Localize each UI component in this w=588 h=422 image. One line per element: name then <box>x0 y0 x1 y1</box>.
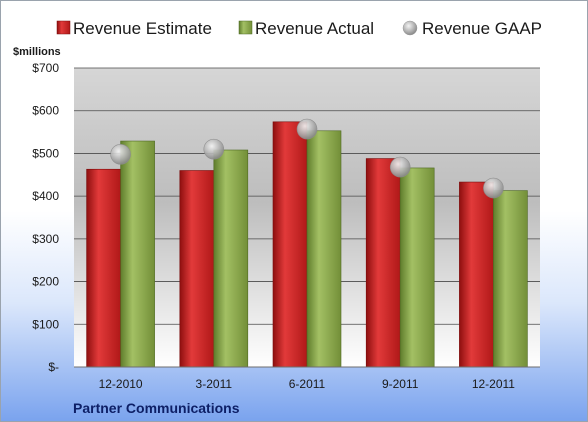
y-tick-label: $- <box>48 360 59 374</box>
gaap-markers <box>110 118 504 199</box>
company-name: Partner Communications <box>73 400 240 416</box>
y-tick-label: $600 <box>32 104 59 118</box>
bar-estimate <box>365 158 401 368</box>
y-unit-label: $millions <box>13 46 61 58</box>
gaap-marker <box>483 177 504 199</box>
legend-label-estimate: Revenue Estimate <box>73 19 212 38</box>
legend-swatch-estimate <box>56 20 71 35</box>
y-tick-label: $200 <box>32 275 59 289</box>
bar-actual <box>306 130 342 368</box>
gaap-marker <box>389 156 411 178</box>
bar-actual <box>493 190 528 368</box>
gaap-marker <box>203 138 225 160</box>
bar-estimate <box>179 170 215 368</box>
x-tick-label: 12-2011 <box>472 377 515 391</box>
bar-actual <box>213 149 249 368</box>
legend-swatch-actual <box>238 20 253 35</box>
legend-marker-gaap <box>402 20 418 36</box>
bar-actual <box>399 167 435 368</box>
y-tick-label: $300 <box>32 232 59 246</box>
x-tick-label: 3-2011 <box>196 377 233 391</box>
x-tick-label: 9-2011 <box>382 377 419 391</box>
x-axis: 12-2010 3-2011 6-2011 9-2011 12-2011 <box>99 377 516 391</box>
x-tick-label: 12-2010 <box>99 377 143 391</box>
y-tick-label: $100 <box>32 317 59 331</box>
gaap-marker <box>110 143 131 165</box>
legend-label-actual: Revenue Actual <box>255 19 374 38</box>
bar-estimate <box>459 181 494 368</box>
y-tick-label: $500 <box>32 146 59 160</box>
bar-actual <box>120 140 155 368</box>
bar-estimate <box>272 121 308 368</box>
y-axis: $- $100 $200 $300 $400 $500 $600 $700 <box>32 61 59 374</box>
y-tick-label: $700 <box>32 61 59 75</box>
x-tick-label: 6-2011 <box>289 377 326 391</box>
y-tick-label: $400 <box>32 189 59 203</box>
legend: Revenue Estimate Revenue Actual Revenue … <box>56 19 542 38</box>
bar-estimate <box>86 168 121 368</box>
bars <box>86 121 528 368</box>
gaap-marker <box>296 118 318 140</box>
legend-label-gaap: Revenue GAAP <box>422 19 542 38</box>
